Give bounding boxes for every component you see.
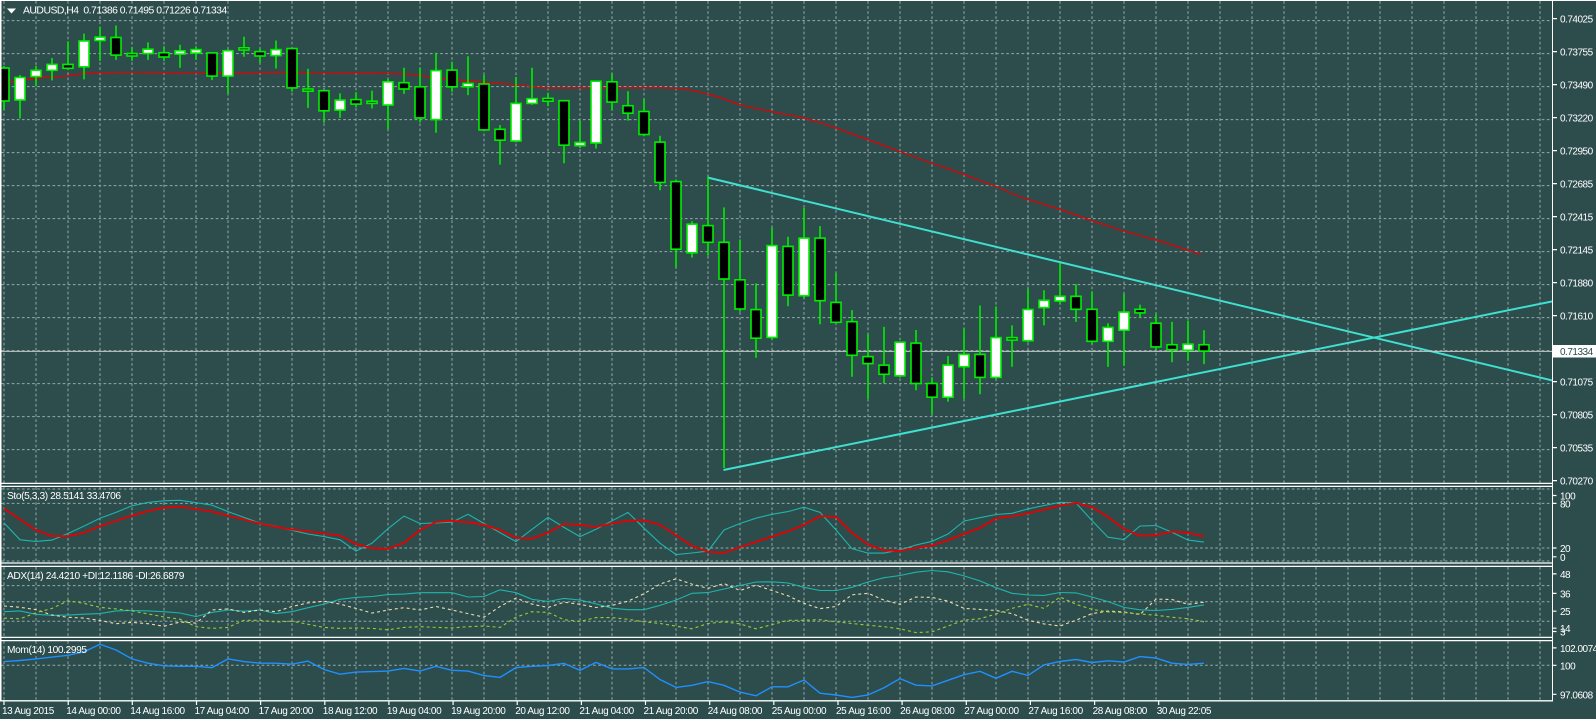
svg-text:20: 20 xyxy=(1560,544,1571,555)
svg-text:0.70270: 0.70270 xyxy=(1560,477,1594,488)
svg-text:Mom(14) 100.2995: Mom(14) 100.2995 xyxy=(7,645,87,656)
svg-text:80: 80 xyxy=(1560,499,1571,510)
svg-text:0.73490: 0.73490 xyxy=(1560,81,1594,92)
svg-text:0.71075: 0.71075 xyxy=(1560,378,1594,389)
svg-text:0.71610: 0.71610 xyxy=(1560,312,1594,323)
svg-text:25 Aug 00:00: 25 Aug 00:00 xyxy=(772,706,827,717)
svg-text:0: 0 xyxy=(1560,553,1566,564)
svg-text:0.71880: 0.71880 xyxy=(1560,279,1594,290)
svg-text:28 Aug 08:00: 28 Aug 08:00 xyxy=(1093,706,1148,717)
svg-text:3: 3 xyxy=(1560,628,1566,639)
svg-text:102.0074: 102.0074 xyxy=(1560,644,1596,655)
svg-text:27 Aug 00:00: 27 Aug 00:00 xyxy=(964,706,1019,717)
svg-text:ADX(14) 24.4210 +DI:12.1186 -D: ADX(14) 24.4210 +DI:12.1186 -DI:26.6879 xyxy=(7,571,185,582)
svg-text:14 Aug 16:00: 14 Aug 16:00 xyxy=(130,706,185,717)
svg-text:17 Aug 04:00: 17 Aug 04:00 xyxy=(195,706,250,717)
svg-text:Sto(5,3,3) 28.5141 33.4706: Sto(5,3,3) 28.5141 33.4706 xyxy=(7,491,121,502)
svg-text:27 Aug 16:00: 27 Aug 16:00 xyxy=(1028,706,1083,717)
svg-text:14 Aug 00:00: 14 Aug 00:00 xyxy=(66,706,121,717)
svg-text:25: 25 xyxy=(1560,607,1571,618)
svg-text:17 Aug 20:00: 17 Aug 20:00 xyxy=(259,706,314,717)
svg-text:21 Aug 04:00: 21 Aug 04:00 xyxy=(579,706,634,717)
svg-text:0.72145: 0.72145 xyxy=(1560,246,1594,257)
svg-text:0.70805: 0.70805 xyxy=(1560,411,1594,422)
svg-text:100: 100 xyxy=(1560,661,1576,672)
svg-text:20 Aug 12:00: 20 Aug 12:00 xyxy=(515,706,570,717)
svg-text:24 Aug 08:00: 24 Aug 08:00 xyxy=(708,706,763,717)
svg-text:13 Aug 2015: 13 Aug 2015 xyxy=(2,706,55,717)
svg-text:100: 100 xyxy=(1560,492,1576,503)
svg-text:36: 36 xyxy=(1560,589,1571,600)
svg-text:19 Aug 04:00: 19 Aug 04:00 xyxy=(387,706,442,717)
svg-text:AUDUSD,H4 0.71386 0.71495 0.7: AUDUSD,H4 0.71386 0.71495 0.71226 0.7133… xyxy=(23,6,227,17)
svg-text:18 Aug 12:00: 18 Aug 12:00 xyxy=(323,706,378,717)
svg-text:14: 14 xyxy=(1560,624,1571,635)
svg-text:26 Aug 08:00: 26 Aug 08:00 xyxy=(900,706,955,717)
svg-text:25 Aug 16:00: 25 Aug 16:00 xyxy=(836,706,891,717)
svg-text:21 Aug 20:00: 21 Aug 20:00 xyxy=(644,706,699,717)
svg-text:0.72685: 0.72685 xyxy=(1560,180,1594,191)
svg-text:30 Aug 22:05: 30 Aug 22:05 xyxy=(1157,706,1212,717)
svg-text:0.74025: 0.74025 xyxy=(1560,15,1594,26)
svg-text:0.72415: 0.72415 xyxy=(1560,213,1594,224)
svg-text:0.72950: 0.72950 xyxy=(1560,147,1594,158)
svg-text:0.71334: 0.71334 xyxy=(1560,347,1594,358)
svg-text:0.73220: 0.73220 xyxy=(1560,114,1594,125)
svg-text:0.73755: 0.73755 xyxy=(1560,48,1594,59)
svg-text:19 Aug 20:00: 19 Aug 20:00 xyxy=(451,706,506,717)
svg-text:0.70535: 0.70535 xyxy=(1560,444,1594,455)
svg-text:48: 48 xyxy=(1560,570,1571,581)
svg-text:97.0608: 97.0608 xyxy=(1560,690,1594,701)
